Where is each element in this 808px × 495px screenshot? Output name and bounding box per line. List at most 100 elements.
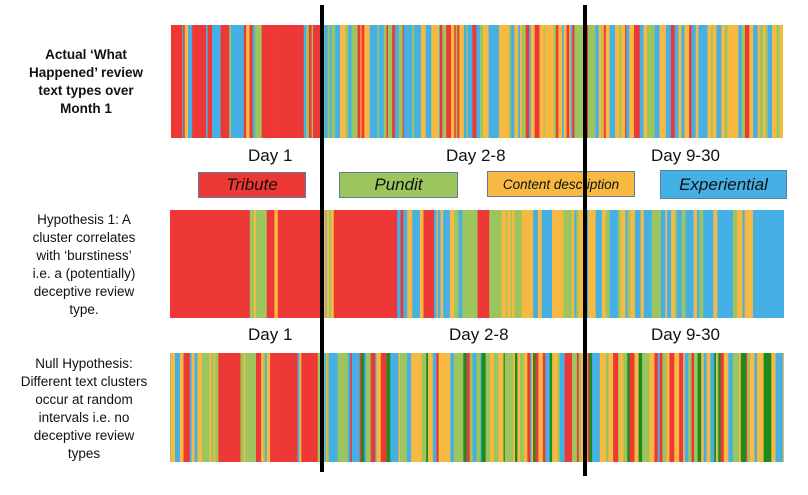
stripe — [613, 210, 619, 318]
stripe — [277, 210, 315, 318]
stripe — [366, 353, 371, 462]
stripe — [612, 25, 616, 138]
stripe — [513, 353, 516, 462]
stripe — [619, 353, 623, 462]
stripe — [218, 353, 231, 462]
stripe — [211, 353, 214, 462]
stripe — [549, 353, 553, 462]
stripe — [252, 25, 256, 138]
stripe — [421, 353, 427, 462]
stripe — [606, 25, 610, 138]
stripe — [254, 353, 257, 462]
stripe — [541, 210, 544, 318]
stripe — [737, 210, 740, 318]
stripe — [691, 25, 696, 138]
stripe — [317, 353, 321, 462]
stripe — [707, 210, 710, 318]
stripe — [449, 210, 453, 318]
stripe — [403, 210, 408, 318]
stripe — [419, 210, 424, 318]
stripe — [245, 353, 247, 462]
stripe — [233, 25, 239, 138]
stripe — [528, 210, 534, 318]
stripe — [693, 210, 698, 318]
stripe — [206, 353, 210, 462]
stripe — [490, 25, 493, 138]
stripe — [511, 25, 515, 138]
stripe — [634, 353, 639, 462]
stripe — [505, 25, 510, 138]
stripe — [730, 210, 734, 318]
stripe — [459, 25, 462, 138]
stripe — [739, 210, 743, 318]
stripe — [589, 353, 593, 462]
stripe — [765, 25, 768, 138]
stripe — [386, 25, 389, 138]
stripe — [642, 353, 646, 462]
stripe — [620, 210, 626, 318]
stripe — [253, 210, 257, 318]
stripe — [559, 210, 564, 318]
stripe — [447, 353, 451, 462]
stripe — [592, 25, 596, 138]
stripe — [670, 25, 676, 138]
stripe — [639, 25, 644, 138]
stripe — [674, 353, 680, 462]
stripe — [438, 353, 444, 462]
stripe — [514, 353, 518, 462]
stripe — [306, 25, 310, 138]
stripe — [498, 25, 501, 138]
stripe — [627, 353, 630, 462]
stripe — [603, 210, 607, 318]
stripe — [578, 25, 584, 138]
stripe — [757, 25, 760, 138]
stripe — [727, 25, 732, 138]
stripe — [595, 353, 601, 462]
stripe — [683, 353, 685, 462]
hypothesis-1-stripe-bar — [170, 210, 784, 318]
stripe — [595, 210, 598, 318]
stripe — [533, 353, 536, 462]
stripe — [732, 353, 738, 462]
stripe — [489, 210, 502, 318]
stripe — [752, 353, 754, 462]
stripe — [342, 353, 347, 462]
stripe — [206, 25, 208, 138]
stripe — [701, 25, 707, 138]
stripe — [660, 210, 664, 318]
stripe — [713, 210, 718, 318]
stripe — [736, 353, 740, 462]
legend-content-description-label: Content description — [502, 176, 620, 192]
stripe — [476, 353, 481, 462]
stripe — [229, 25, 232, 138]
stripe — [327, 25, 331, 138]
stripe — [662, 353, 668, 462]
stripe — [775, 353, 779, 462]
stripe — [748, 210, 754, 318]
stripe — [326, 210, 330, 318]
stripe — [220, 25, 230, 138]
stripe — [556, 210, 561, 318]
stripe — [426, 353, 429, 462]
stripe — [446, 353, 448, 462]
stripe — [723, 25, 726, 138]
stripe — [717, 353, 719, 462]
stripe — [347, 353, 351, 462]
stripe — [623, 353, 628, 462]
stripe — [676, 210, 682, 318]
stripe — [759, 353, 764, 462]
stripe — [465, 210, 468, 318]
stripe — [521, 210, 524, 318]
stripe — [337, 353, 343, 462]
stripe — [597, 210, 603, 318]
stripe — [249, 210, 255, 318]
stripe — [588, 210, 592, 318]
stripe — [451, 210, 455, 318]
stripe — [697, 353, 702, 462]
stripe — [213, 25, 217, 138]
stripe — [249, 25, 253, 138]
stripe — [654, 353, 659, 462]
stripe — [629, 353, 635, 462]
stripe — [438, 25, 441, 138]
stripe — [773, 25, 777, 138]
